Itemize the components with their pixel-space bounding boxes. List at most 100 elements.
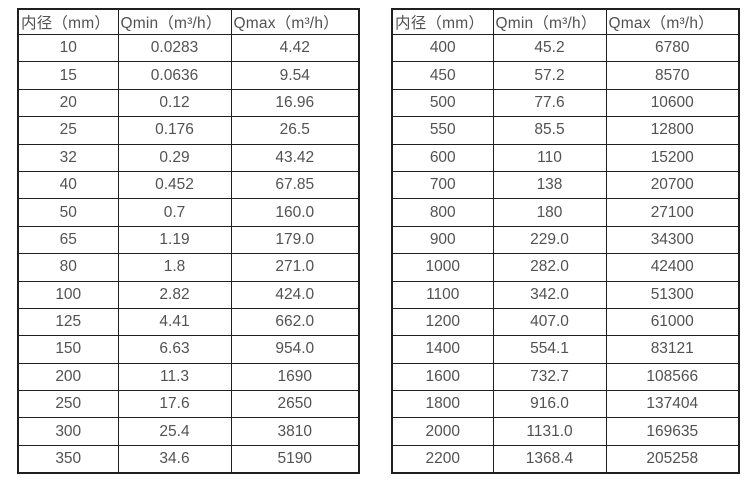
table-row: 1200 407.0 61000 xyxy=(391,307,740,337)
table-cell: 732.7 xyxy=(492,362,607,392)
table-cell: 16.96 xyxy=(230,88,360,118)
table-cell: 3810 xyxy=(230,417,360,446)
table-row: 400 45.2 6780 xyxy=(391,33,740,63)
table-cell: 1000 xyxy=(391,253,494,282)
table-cell: 67.85 xyxy=(230,170,360,200)
table-cell: 51300 xyxy=(605,280,740,309)
table-cell: 1131.0 xyxy=(492,417,607,446)
table-cell: 20 xyxy=(17,88,119,118)
table-cell: 27100 xyxy=(605,198,740,227)
table-cell: 229.0 xyxy=(492,225,607,255)
table-row: 800 180 27100 xyxy=(391,198,740,227)
table-cell: 2000 xyxy=(391,417,494,446)
table-row: 2000 1131.0 169635 xyxy=(391,417,740,446)
table-cell: 500 xyxy=(391,88,494,118)
table-cell: 110 xyxy=(492,143,607,172)
table-cell: 1100 xyxy=(391,280,494,309)
table-cell: 25.4 xyxy=(117,417,232,446)
table-row: 100 2.82 424.0 xyxy=(17,280,360,309)
table-cell: 4.42 xyxy=(230,33,360,63)
table-cell: 0.29 xyxy=(117,143,232,172)
table-cell: 1200 xyxy=(391,307,494,337)
table-row: 700 138 20700 xyxy=(391,170,740,200)
table-cell: 138 xyxy=(492,170,607,200)
table-cell: 6780 xyxy=(605,33,740,63)
table-row: 500 77.6 10600 xyxy=(391,88,740,118)
table-row: 15 0.0636 9.54 xyxy=(17,61,360,90)
table-row: 1600 732.7 108566 xyxy=(391,362,740,392)
table-cell: 0.12 xyxy=(117,88,232,118)
table-cell: 424.0 xyxy=(230,280,360,309)
table-cell: 800 xyxy=(391,198,494,227)
table-cell: 20700 xyxy=(605,170,740,200)
table-cell: 271.0 xyxy=(230,253,360,282)
table-row: 50 0.7 160.0 xyxy=(17,198,360,227)
table-cell: 32 xyxy=(17,143,119,172)
column-header-qmin: Qmin（m³/h） xyxy=(117,8,232,35)
table-cell: 2200 xyxy=(391,444,494,474)
column-header-qmax: Qmax（m³/h） xyxy=(230,8,360,35)
table-cell: 0.0283 xyxy=(117,33,232,63)
table-cell: 954.0 xyxy=(230,335,360,364)
table-cell: 65 xyxy=(17,225,119,255)
table-cell: 662.0 xyxy=(230,307,360,337)
table-cell: 6.63 xyxy=(117,335,232,364)
table-cell: 1.19 xyxy=(117,225,232,255)
table-row: 550 85.5 12800 xyxy=(391,116,740,145)
table-header-row: 内径（mm） Qmin（m³/h） Qmax（m³/h） xyxy=(391,8,740,35)
table-cell: 0.0636 xyxy=(117,61,232,90)
table-row: 350 34.6 5190 xyxy=(17,444,360,474)
flow-table-small-diameters: 内径（mm） Qmin（m³/h） Qmax（m³/h） 10 0.0283 4.4… xyxy=(17,8,360,475)
table-cell: 554.1 xyxy=(492,335,607,364)
table-cell: 83121 xyxy=(605,335,740,364)
table-cell: 61000 xyxy=(605,307,740,337)
table-cell: 100 xyxy=(17,280,119,309)
table-row: 25 0.176 26.5 xyxy=(17,116,360,145)
table-cell: 1690 xyxy=(230,362,360,392)
table-row: 32 0.29 43.42 xyxy=(17,143,360,172)
table-row: 450 57.2 8570 xyxy=(391,61,740,90)
table-cell: 180 xyxy=(492,198,607,227)
table-cell: 450 xyxy=(391,61,494,90)
table-cell: 179.0 xyxy=(230,225,360,255)
table-cell: 40 xyxy=(17,170,119,200)
table-cell: 0.452 xyxy=(117,170,232,200)
table-cell: 11.3 xyxy=(117,362,232,392)
table-cell: 205258 xyxy=(605,444,740,474)
table-cell: 600 xyxy=(391,143,494,172)
table-cell: 1368.4 xyxy=(492,444,607,474)
table-cell: 900 xyxy=(391,225,494,255)
table-header-row: 内径（mm） Qmin（m³/h） Qmax（m³/h） xyxy=(17,8,360,35)
table-cell: 1.8 xyxy=(117,253,232,282)
table-cell: 15 xyxy=(17,61,119,90)
flow-table-large-diameters: 内径（mm） Qmin（m³/h） Qmax（m³/h） 400 45.2 6780… xyxy=(391,8,740,475)
table-row: 10 0.0283 4.42 xyxy=(17,33,360,63)
table-cell: 700 xyxy=(391,170,494,200)
table-row: 1400 554.1 83121 xyxy=(391,335,740,364)
table-cell: 350 xyxy=(17,444,119,474)
table-cell: 80 xyxy=(17,253,119,282)
table-cell: 125 xyxy=(17,307,119,337)
table-row: 20 0.12 16.96 xyxy=(17,88,360,118)
table-cell: 342.0 xyxy=(492,280,607,309)
table-cell: 250 xyxy=(17,390,119,419)
table-cell: 57.2 xyxy=(492,61,607,90)
table-row: 900 229.0 34300 xyxy=(391,225,740,255)
table-cell: 916.0 xyxy=(492,390,607,419)
table-cell: 282.0 xyxy=(492,253,607,282)
table-cell: 0.7 xyxy=(117,198,232,227)
table-cell: 2650 xyxy=(230,390,360,419)
table-cell: 2.82 xyxy=(117,280,232,309)
table-cell: 10 xyxy=(17,33,119,63)
table-cell: 169635 xyxy=(605,417,740,446)
table-cell: 26.5 xyxy=(230,116,360,145)
table-cell: 12800 xyxy=(605,116,740,145)
table-body: 400 45.2 6780 450 57.2 8570 500 77.6 10600 550 85.… xyxy=(391,33,740,474)
table-cell: 9.54 xyxy=(230,61,360,90)
table-cell: 137404 xyxy=(605,390,740,419)
table-cell: 43.42 xyxy=(230,143,360,172)
table-cell: 0.176 xyxy=(117,116,232,145)
table-cell: 10600 xyxy=(605,88,740,118)
table-cell: 407.0 xyxy=(492,307,607,337)
